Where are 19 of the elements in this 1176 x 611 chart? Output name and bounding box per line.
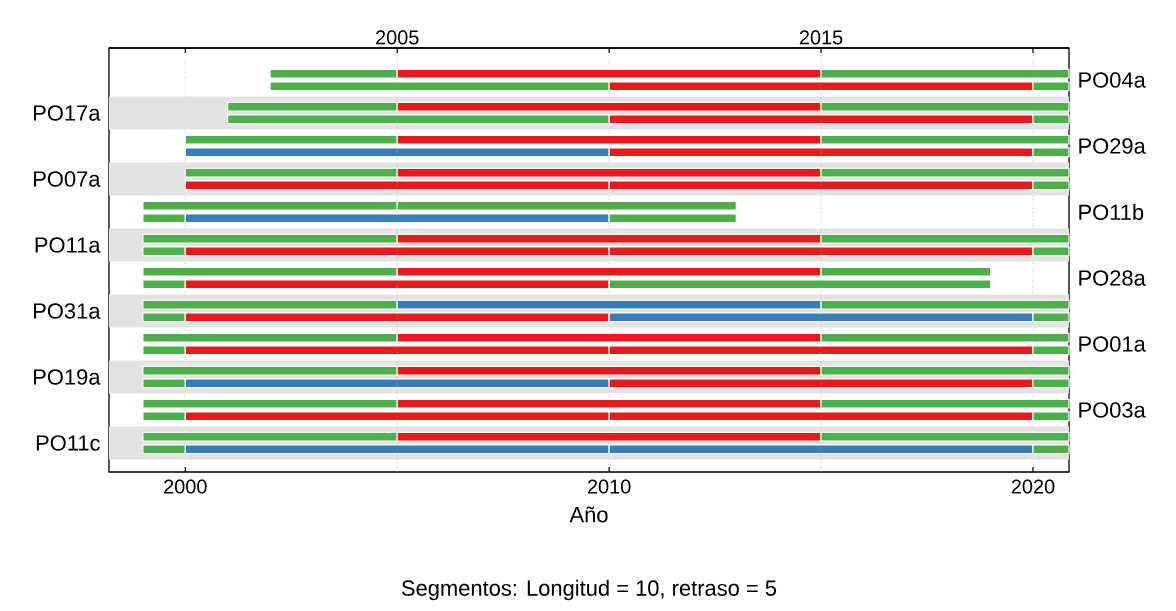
y-tick-label: PO07a [34, 171, 101, 187]
y-tick-label: PO29a [1079, 138, 1146, 154]
x-tick-label: 2020 [1011, 479, 1055, 494]
y-tick-label: PO28a [1079, 270, 1146, 286]
text: Segmentos: Longitud = 10, retraso = 5 [401, 579, 777, 601]
x-tick-label: 2000 [164, 479, 207, 494]
y-tick-label: PO11c [36, 435, 100, 451]
y-tick-label: PO17a [34, 105, 101, 121]
x2-tick-label: 2015 [799, 30, 843, 45]
y-tick-label: PO04a [1079, 72, 1146, 88]
y-tick-label: PO19a [34, 369, 101, 385]
y-tick-label: PO01a [1079, 336, 1146, 352]
x-axis-title: Año [569, 506, 608, 523]
x2-tick-label: 2005 [376, 30, 419, 45]
y-tick-label: PO11a [35, 237, 101, 253]
y-tick-label: PO31a [34, 303, 101, 319]
y-tick-label: PO11b [1079, 203, 1144, 221]
x-tick-label: 2010 [587, 479, 631, 494]
y-tick-label: PO03a [1079, 402, 1146, 418]
